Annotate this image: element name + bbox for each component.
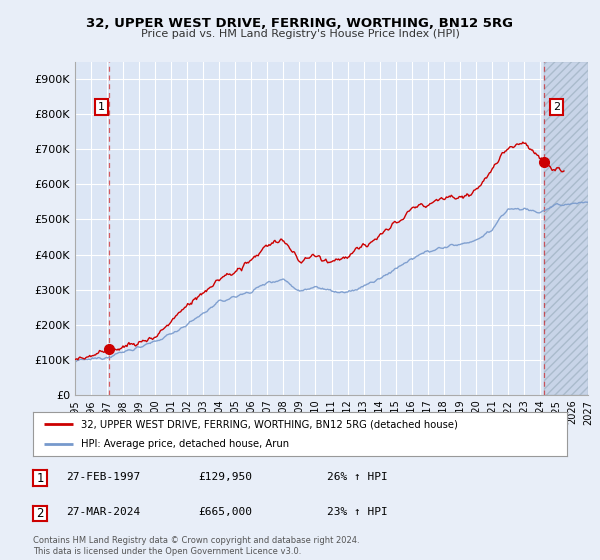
Text: 26% ↑ HPI: 26% ↑ HPI [327,472,388,482]
Text: 1: 1 [37,472,44,485]
Text: £129,950: £129,950 [198,472,252,482]
Text: 32, UPPER WEST DRIVE, FERRING, WORTHING, BN12 5RG (detached house): 32, UPPER WEST DRIVE, FERRING, WORTHING,… [81,419,458,429]
Text: 1: 1 [98,102,105,112]
Text: 23% ↑ HPI: 23% ↑ HPI [327,507,388,517]
Bar [544,62,588,395]
Text: 27-MAR-2024: 27-MAR-2024 [66,507,140,517]
Text: Contains HM Land Registry data © Crown copyright and database right 2024.
This d: Contains HM Land Registry data © Crown c… [33,536,359,556]
Text: 27-FEB-1997: 27-FEB-1997 [66,472,140,482]
Text: Price paid vs. HM Land Registry's House Price Index (HPI): Price paid vs. HM Land Registry's House … [140,29,460,39]
Text: HPI: Average price, detached house, Arun: HPI: Average price, detached house, Arun [81,439,289,449]
Text: £665,000: £665,000 [198,507,252,517]
Text: 2: 2 [37,507,44,520]
Text: 32, UPPER WEST DRIVE, FERRING, WORTHING, BN12 5RG: 32, UPPER WEST DRIVE, FERRING, WORTHING,… [86,17,514,30]
Text: 2: 2 [553,102,560,112]
